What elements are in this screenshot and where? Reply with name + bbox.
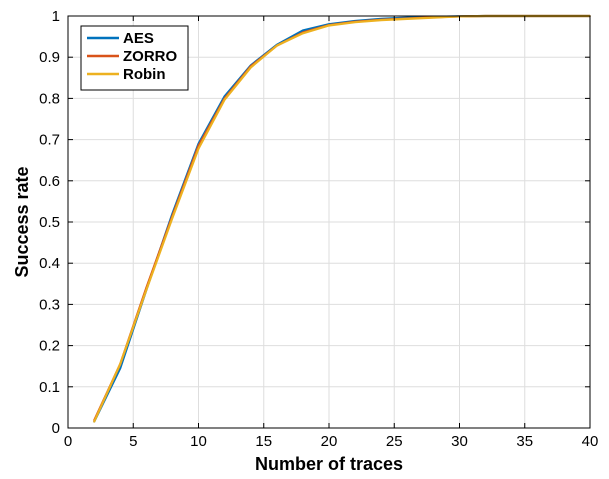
x-tick-label: 10 xyxy=(190,433,207,450)
y-tick-label: 0 xyxy=(52,420,60,437)
y-tick-label: 0.7 xyxy=(39,132,60,149)
data-point xyxy=(354,21,356,23)
y-tick-label: 0.6 xyxy=(39,173,60,190)
y-tick-label: 0.2 xyxy=(39,338,60,355)
data-point xyxy=(250,67,252,69)
x-tick-label: 5 xyxy=(129,433,137,450)
data-point xyxy=(146,289,148,291)
data-point xyxy=(407,18,409,20)
data-point xyxy=(172,217,174,219)
legend-label: AES xyxy=(123,30,154,47)
y-tick-label: 1 xyxy=(52,8,60,25)
data-point xyxy=(328,25,330,27)
y-axis-label: Success rate xyxy=(12,166,32,277)
x-tick-label: 25 xyxy=(386,433,403,450)
legend-label: Robin xyxy=(123,66,166,83)
legend-label: ZORRO xyxy=(123,48,177,65)
data-point xyxy=(302,33,304,35)
x-axis-label: Number of traces xyxy=(255,454,403,474)
data-point xyxy=(433,17,435,19)
data-point xyxy=(380,19,382,21)
data-point xyxy=(93,421,95,423)
x-tick-label: 35 xyxy=(516,433,533,450)
data-point xyxy=(276,45,278,47)
y-tick-label: 0.3 xyxy=(39,296,60,313)
y-tick-label: 0.4 xyxy=(39,255,60,272)
y-tick-label: 0.8 xyxy=(39,90,60,107)
x-tick-label: 0 xyxy=(64,433,72,450)
y-tick-label: 0.9 xyxy=(39,49,60,66)
data-point xyxy=(302,30,304,32)
y-tick-label: 0.1 xyxy=(39,379,60,396)
data-point xyxy=(198,148,200,150)
data-point xyxy=(119,363,121,365)
x-tick-label: 15 xyxy=(255,433,272,450)
x-tick-label: 30 xyxy=(451,433,468,450)
x-tick-label: 20 xyxy=(321,433,338,450)
data-point xyxy=(224,99,226,101)
x-tick-label: 40 xyxy=(582,433,599,450)
y-tick-label: 0.5 xyxy=(39,214,60,231)
